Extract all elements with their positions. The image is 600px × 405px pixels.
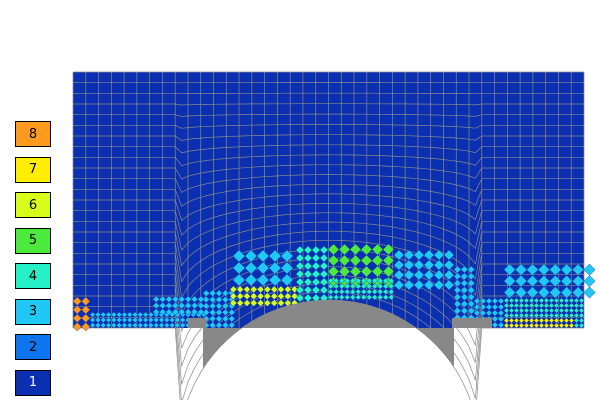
refined-cell bbox=[584, 264, 595, 275]
legend-label-6: 6 bbox=[29, 198, 37, 213]
color-legend: 8 7 6 5 4 3 2 1 bbox=[15, 121, 51, 405]
legend-item-4: 4 bbox=[15, 263, 51, 289]
legend-label-5: 5 bbox=[29, 233, 37, 248]
refined-cell bbox=[584, 287, 595, 298]
refined-block-bump-top-left bbox=[233, 250, 293, 286]
refined-cell bbox=[584, 275, 595, 286]
legend-label-7: 7 bbox=[29, 162, 37, 177]
legend-item-1: 1 bbox=[15, 370, 51, 396]
mesh-grid-lines bbox=[73, 72, 584, 400]
legend-label-2: 2 bbox=[29, 340, 37, 355]
legend-label-4: 4 bbox=[29, 269, 37, 284]
legend-item-6: 6 bbox=[15, 192, 51, 218]
legend-label-1: 1 bbox=[29, 375, 37, 390]
legend-item-3: 3 bbox=[15, 299, 51, 325]
legend-item-7: 7 bbox=[15, 157, 51, 183]
legend-label-3: 3 bbox=[29, 304, 37, 319]
floor-segment-left bbox=[188, 318, 206, 328]
floor-segment-right bbox=[452, 318, 492, 328]
legend-item-2: 2 bbox=[15, 334, 51, 360]
legend-label-8: 8 bbox=[29, 127, 37, 142]
legend-item-5: 5 bbox=[15, 228, 51, 254]
legend-item-8: 8 bbox=[15, 121, 51, 147]
